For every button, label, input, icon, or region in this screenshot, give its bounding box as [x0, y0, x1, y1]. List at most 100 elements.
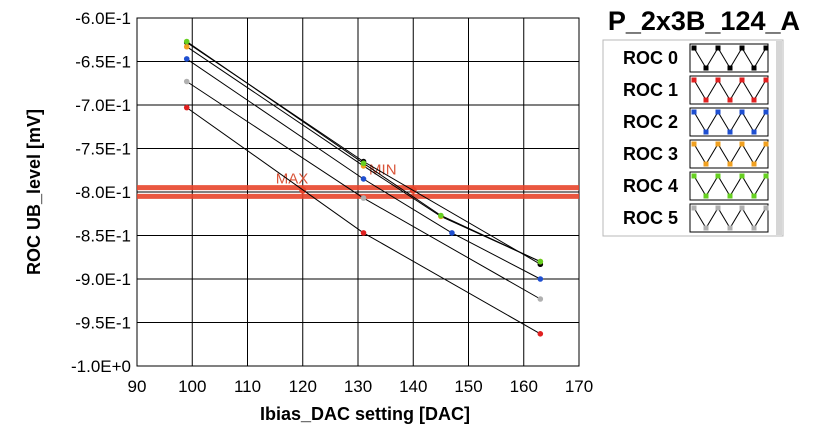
y-axis: -6.0E-1 -6.5E-1 -7.0E-1 -7.5E-1 -8.0E-1 -8.5E…	[71, 9, 131, 376]
series-roc-5	[183, 78, 544, 302]
data-point	[360, 230, 367, 236]
data-point	[537, 296, 544, 302]
data-point	[183, 38, 190, 45]
legend-swatch	[689, 43, 769, 73]
y-tick-label: -6.0E-1	[75, 9, 131, 28]
x-tick-label: 90	[128, 377, 147, 396]
legend-swatch-marker	[751, 97, 757, 103]
legend-swatch-marker	[691, 109, 697, 115]
data-point	[537, 331, 544, 337]
data-point	[183, 43, 190, 50]
chart-title: P_2x3B_124_A	[608, 6, 800, 36]
legend-label: ROC 5	[623, 208, 678, 228]
legend-swatch	[689, 139, 769, 169]
legend-swatch-marker	[739, 77, 745, 83]
legend-swatch-marker	[739, 45, 745, 51]
series-lines	[183, 38, 544, 337]
legend-swatch-marker	[691, 141, 697, 147]
y-tick-label: -8.0E-1	[75, 183, 131, 202]
data-point	[183, 78, 190, 85]
y-tick-label: -6.5E-1	[75, 53, 131, 72]
legend-swatch-marker	[751, 65, 757, 71]
series-roc-4	[183, 38, 544, 265]
legend-swatch-marker	[703, 193, 709, 199]
legend-swatch-marker	[739, 173, 745, 179]
series-roc-2	[183, 56, 544, 282]
legend-swatch-marker	[727, 129, 733, 135]
y-tick-label: -7.5E-1	[75, 140, 131, 159]
legend-swatch-marker	[763, 205, 769, 211]
legend-swatch-marker	[715, 45, 721, 51]
legend-swatch	[689, 107, 769, 137]
legend-swatch-marker	[703, 65, 709, 71]
data-point	[360, 195, 367, 201]
data-point	[360, 160, 367, 167]
x-tick-label: 100	[178, 377, 206, 396]
legend-swatch-marker	[727, 225, 733, 231]
data-point	[537, 258, 544, 265]
legend-swatch-marker	[727, 161, 733, 167]
y-axis-title: ROC UB_level [mV]	[24, 109, 44, 275]
data-point	[183, 56, 190, 62]
x-tick-label: 170	[565, 377, 593, 396]
legend-swatch-marker	[727, 193, 733, 199]
legend-swatch-marker	[715, 173, 721, 179]
data-point	[438, 212, 444, 219]
legend-swatch-marker	[763, 173, 769, 179]
x-axis-title: Ibias_DAC setting [DAC]	[260, 404, 470, 424]
legend: ROC 0 ROC 1 ROC 2 ROC 3 ROC 4 ROC 5	[602, 39, 784, 237]
y-tick-label: -9.0E-1	[75, 270, 131, 289]
legend-label: ROC 3	[623, 144, 678, 164]
data-point	[360, 176, 367, 182]
y-tick-label: -7.0E-1	[75, 96, 131, 115]
x-axis: 90 100 110 120 130 140 150 160 170	[128, 377, 594, 396]
legend-swatch-marker	[763, 45, 769, 51]
legend-label: ROC 4	[623, 176, 678, 196]
max-label: MAX	[276, 170, 309, 187]
x-tick-label: 130	[344, 377, 372, 396]
legend-swatch-marker	[703, 129, 709, 135]
legend-swatch-marker	[715, 77, 721, 83]
legend-swatch-marker	[691, 45, 697, 51]
data-point	[449, 230, 455, 236]
legend-swatch-marker	[739, 141, 745, 147]
legend-swatch-marker	[751, 225, 757, 231]
x-tick-label: 110	[234, 377, 261, 396]
legend-swatch-marker	[727, 97, 733, 103]
x-tick-label: 160	[510, 377, 538, 396]
legend-swatch-marker	[763, 77, 769, 83]
x-tick-label: 150	[454, 377, 482, 396]
legend-swatch-marker	[691, 205, 697, 211]
y-tick-label: -1.0E+0	[71, 357, 131, 376]
legend-swatch-marker	[703, 225, 709, 231]
series-line	[186, 41, 541, 263]
legend-swatch-marker	[691, 173, 697, 179]
legend-swatch-marker	[715, 141, 721, 147]
legend-swatch-marker	[691, 77, 697, 83]
data-point	[183, 104, 190, 111]
legend-swatch-marker	[703, 97, 709, 103]
legend-swatch	[689, 75, 769, 105]
series-roc-1	[183, 104, 544, 337]
series-line	[186, 58, 541, 280]
legend-swatch-marker	[715, 109, 721, 115]
legend-swatch-marker	[739, 109, 745, 115]
legend-box	[602, 39, 784, 237]
y-tick-label: -8.5E-1	[75, 227, 131, 246]
legend-label: ROC 1	[623, 80, 678, 100]
legend-label: ROC 2	[623, 112, 678, 132]
legend-swatch-marker	[751, 193, 757, 199]
legend-swatch-marker	[715, 205, 721, 211]
grid	[136, 17, 580, 367]
legend-label: ROC 0	[623, 48, 678, 68]
legend-swatch	[689, 171, 769, 201]
data-point	[537, 276, 544, 282]
legend-swatch-marker	[739, 205, 745, 211]
legend-swatch-marker	[727, 65, 733, 71]
x-tick-label: 120	[289, 377, 317, 396]
legend-swatch-marker	[751, 129, 757, 135]
legend-swatch	[689, 203, 769, 233]
legend-swatch-marker	[763, 109, 769, 115]
